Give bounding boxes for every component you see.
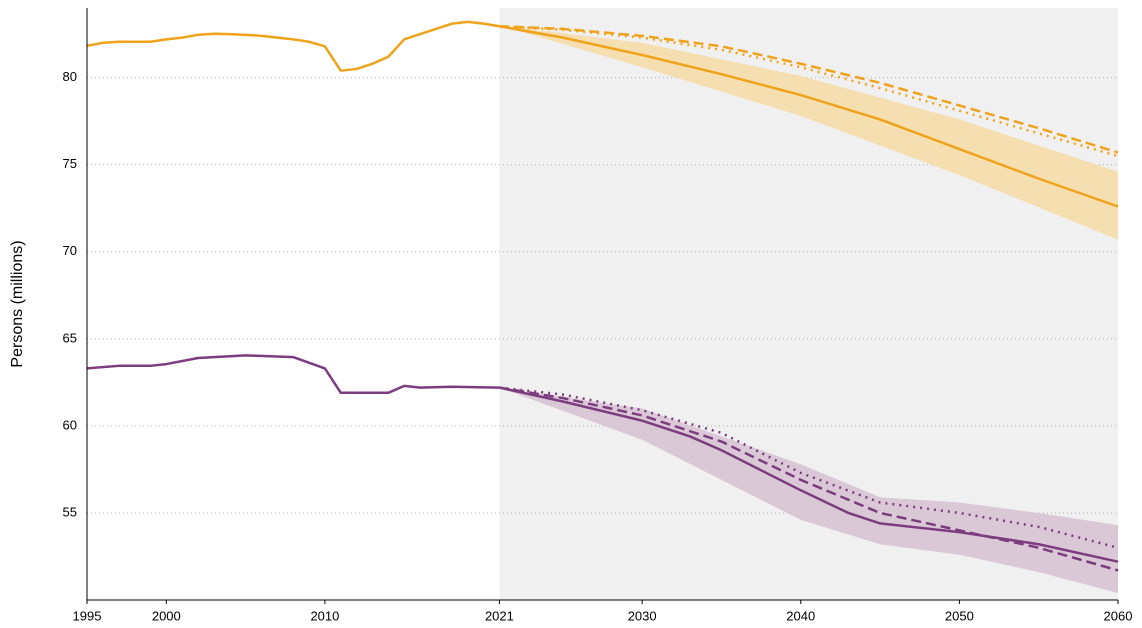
- series-line: [499, 386, 1119, 549]
- uncertainty-band: [499, 387, 1118, 594]
- x-tick-label: 2030: [628, 608, 657, 623]
- series-line: [499, 386, 1119, 572]
- y-tick-label: 55: [63, 504, 77, 519]
- x-tick-label: 2060: [1104, 608, 1133, 623]
- y-tick-label: 80: [63, 69, 77, 84]
- series-line: [86, 354, 500, 395]
- x-tick-label: 2000: [152, 608, 181, 623]
- x-tick-label: 2050: [945, 608, 974, 623]
- x-tick-label: 1995: [73, 608, 102, 623]
- series-line: [86, 20, 500, 72]
- y-tick-label: 65: [63, 330, 77, 345]
- y-tick-label: 75: [63, 156, 77, 171]
- x-tick-label: 2021: [485, 608, 514, 623]
- x-tick-label: 2040: [786, 608, 815, 623]
- uncertainty-band: [499, 25, 1118, 240]
- y-tick-label: 60: [63, 417, 77, 432]
- y-axis-label: Persons (millions): [9, 240, 26, 367]
- y-tick-label: 70: [63, 243, 77, 258]
- series-line: [499, 25, 1119, 154]
- x-tick-label: 2010: [310, 608, 339, 623]
- series-line: [499, 25, 1119, 208]
